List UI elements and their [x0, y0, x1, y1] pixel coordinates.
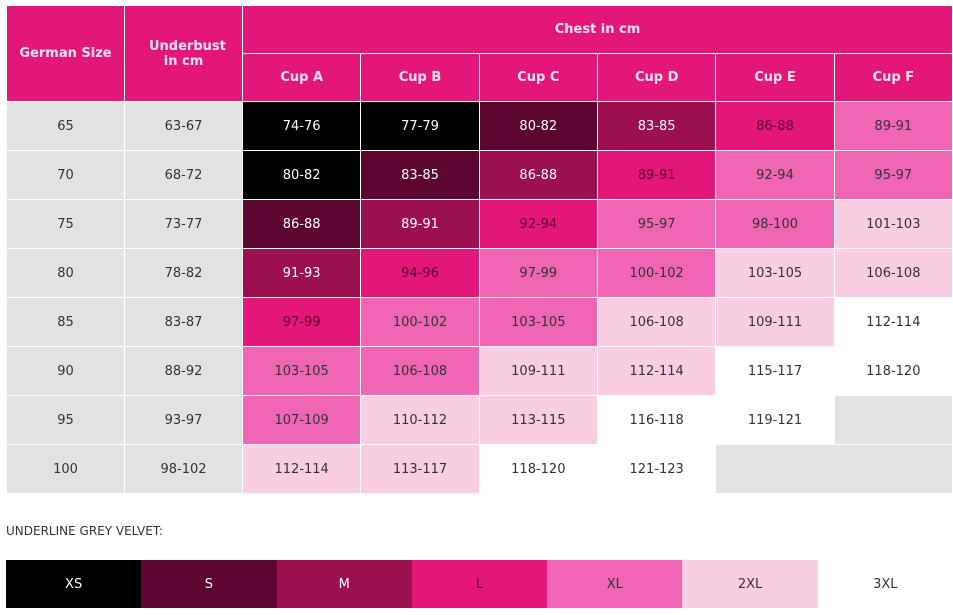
- chest-cell: 97-99: [478, 248, 598, 298]
- underbust-cell: 63-67: [124, 101, 243, 151]
- table-row: 100 98-102 112-114 113-117 118-120 121-123: [6, 444, 953, 494]
- chest-cell: 91-93: [241, 248, 362, 298]
- size-swatch: S: [141, 560, 277, 608]
- cup-header: Cup C: [478, 53, 598, 102]
- chest-cell: 118-120: [833, 346, 953, 396]
- underbust-header: Underbust in cm: [124, 5, 243, 102]
- chest-cell: 119-121: [715, 395, 835, 445]
- table-row: 90 88-92 103-105 106-108 109-111 112-114 115-1…: [6, 346, 953, 396]
- chest-cell: 109-111: [478, 346, 598, 396]
- underbust-cell: 68-72: [124, 150, 243, 200]
- chest-cell: 106-108: [833, 248, 953, 298]
- chest-cell: 106-108: [360, 346, 480, 396]
- chest-cell: 103-105: [715, 248, 835, 298]
- underbust-cell: 83-87: [124, 297, 243, 347]
- table-row: 95 93-97 107-109 110-112 113-115 116-118 119-1…: [6, 395, 953, 445]
- chest-cell: 86-88: [715, 101, 835, 151]
- chest-cell: 112-114: [241, 444, 362, 494]
- underbust-cell: 78-82: [124, 248, 243, 298]
- chest-cell: 92-94: [715, 150, 835, 200]
- chest-cell: 100-102: [596, 248, 717, 298]
- table-row: 70 68-72 80-82 83-85 86-88 89-91 92-94 95-97: [6, 150, 953, 200]
- chest-cell: 110-112: [360, 395, 480, 445]
- chest-cell: [715, 444, 953, 494]
- chest-cell: 89-91: [833, 101, 953, 151]
- chest-cell: 74-76: [241, 101, 362, 151]
- chest-cell: 83-85: [360, 150, 480, 200]
- chest-cell: 83-85: [596, 101, 717, 151]
- chest-cell: 94-96: [360, 248, 480, 298]
- chest-cell: 115-117: [715, 346, 835, 396]
- cup-header: Cup F: [833, 53, 953, 102]
- german-size-cell: 95: [6, 395, 125, 445]
- chest-cell: 113-117: [360, 444, 480, 494]
- chest-cell: 100-102: [360, 297, 480, 347]
- table-row: 80 78-82 91-93 94-96 97-99 100-102 103-105 106-…: [6, 248, 953, 298]
- german-size-cell: 75: [6, 199, 125, 249]
- chest-cell: 107-109: [241, 395, 362, 445]
- size-color-legend: XS S M L XL 2XL 3XL: [6, 560, 953, 608]
- size-swatch: M: [276, 560, 412, 608]
- chest-cell: 80-82: [241, 150, 362, 200]
- chest-cell: 113-115: [478, 395, 598, 445]
- chest-cell: 95-97: [596, 199, 717, 249]
- chest-cell: 112-114: [833, 297, 953, 347]
- chest-cell: 77-79: [360, 101, 480, 151]
- underline-caption: UNDERLINE GREY VELVET:: [6, 524, 163, 538]
- cup-header: Cup D: [596, 53, 717, 102]
- chest-cell: 86-88: [478, 150, 598, 200]
- chest-cell: 106-108: [596, 297, 717, 347]
- chest-cell: 97-99: [241, 297, 362, 347]
- underbust-cell: 93-97: [124, 395, 243, 445]
- size-chart-table: German Size Underbust in cm Chest in cm …: [6, 5, 953, 494]
- chest-cell: 103-105: [241, 346, 362, 396]
- cup-header: Cup A: [241, 53, 362, 102]
- german-size-header: German Size: [6, 5, 125, 102]
- underbust-cell: 98-102: [124, 444, 243, 494]
- cup-header: Cup B: [360, 53, 480, 102]
- table-row: 65 63-67 74-76 77-79 80-82 83-85 86-88 89-91: [6, 101, 953, 151]
- chest-cell: [833, 395, 953, 445]
- table-row: 75 73-77 86-88 89-91 92-94 95-97 98-100 101-103: [6, 199, 953, 249]
- underbust-cell: 73-77: [124, 199, 243, 249]
- size-swatch: 3XL: [817, 560, 953, 608]
- chest-cell: 92-94: [478, 199, 598, 249]
- chest-cell: 112-114: [596, 346, 717, 396]
- chest-cell: 86-88: [241, 199, 362, 249]
- chest-cell: 116-118: [596, 395, 717, 445]
- size-swatch: 2XL: [682, 560, 818, 608]
- chest-cell: 103-105: [478, 297, 598, 347]
- cup-header: Cup E: [715, 53, 835, 102]
- german-size-cell: 90: [6, 346, 125, 396]
- underbust-cell: 88-92: [124, 346, 243, 396]
- german-size-cell: 65: [6, 101, 125, 151]
- german-size-cell: 70: [6, 150, 125, 200]
- size-swatch: XS: [6, 560, 142, 608]
- chest-cell: 121-123: [596, 444, 717, 494]
- chest-cell: 109-111: [715, 297, 835, 347]
- chest-cell: 80-82: [478, 101, 598, 151]
- german-size-cell: 100: [6, 444, 125, 494]
- chest-cell: 118-120: [478, 444, 598, 494]
- chest-cell: 98-100: [715, 199, 835, 249]
- size-swatch: XL: [547, 560, 683, 608]
- chest-header: Chest in cm: [242, 5, 953, 54]
- chest-cell: 89-91: [596, 150, 717, 200]
- german-size-cell: 80: [6, 248, 125, 298]
- chest-cell: 89-91: [360, 199, 480, 249]
- table-row: 85 83-87 97-99 100-102 103-105 106-108 109-111…: [6, 297, 953, 347]
- chest-cell: 101-103: [833, 199, 953, 249]
- german-size-cell: 85: [6, 297, 125, 347]
- size-swatch: L: [411, 560, 548, 608]
- chest-cell: 95-97: [833, 150, 953, 200]
